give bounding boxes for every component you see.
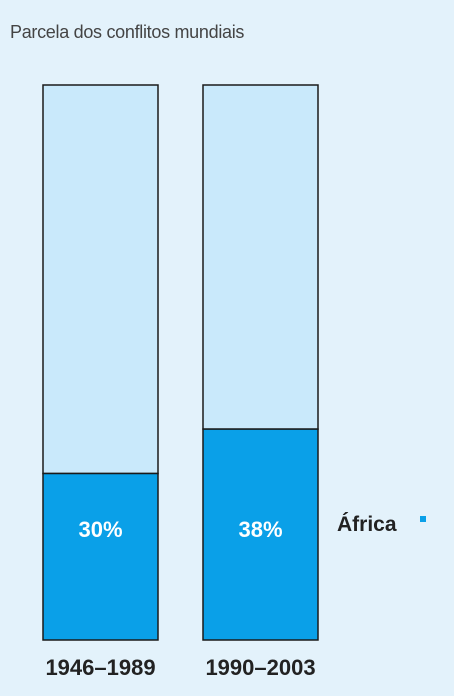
data-label-2: 38% [238,517,282,542]
data-label-1: 30% [78,517,122,542]
labels-group: 30% 1946–1989 38% 1990–2003 [45,517,315,680]
legend-group: África [337,513,426,536]
chart-title: Parcela dos conflitos mundiais [10,22,245,42]
x-tick-label-2: 1990–2003 [205,655,315,680]
legend-label: África [337,513,397,536]
bar-africa-2 [202,428,319,641]
bar-remainder-1 [42,84,159,475]
bars-group [42,84,319,641]
legend-swatch [420,516,426,522]
bar-africa-1 [42,472,159,641]
bar-remainder-2 [202,84,319,430]
x-tick-label-1: 1946–1989 [45,655,155,680]
